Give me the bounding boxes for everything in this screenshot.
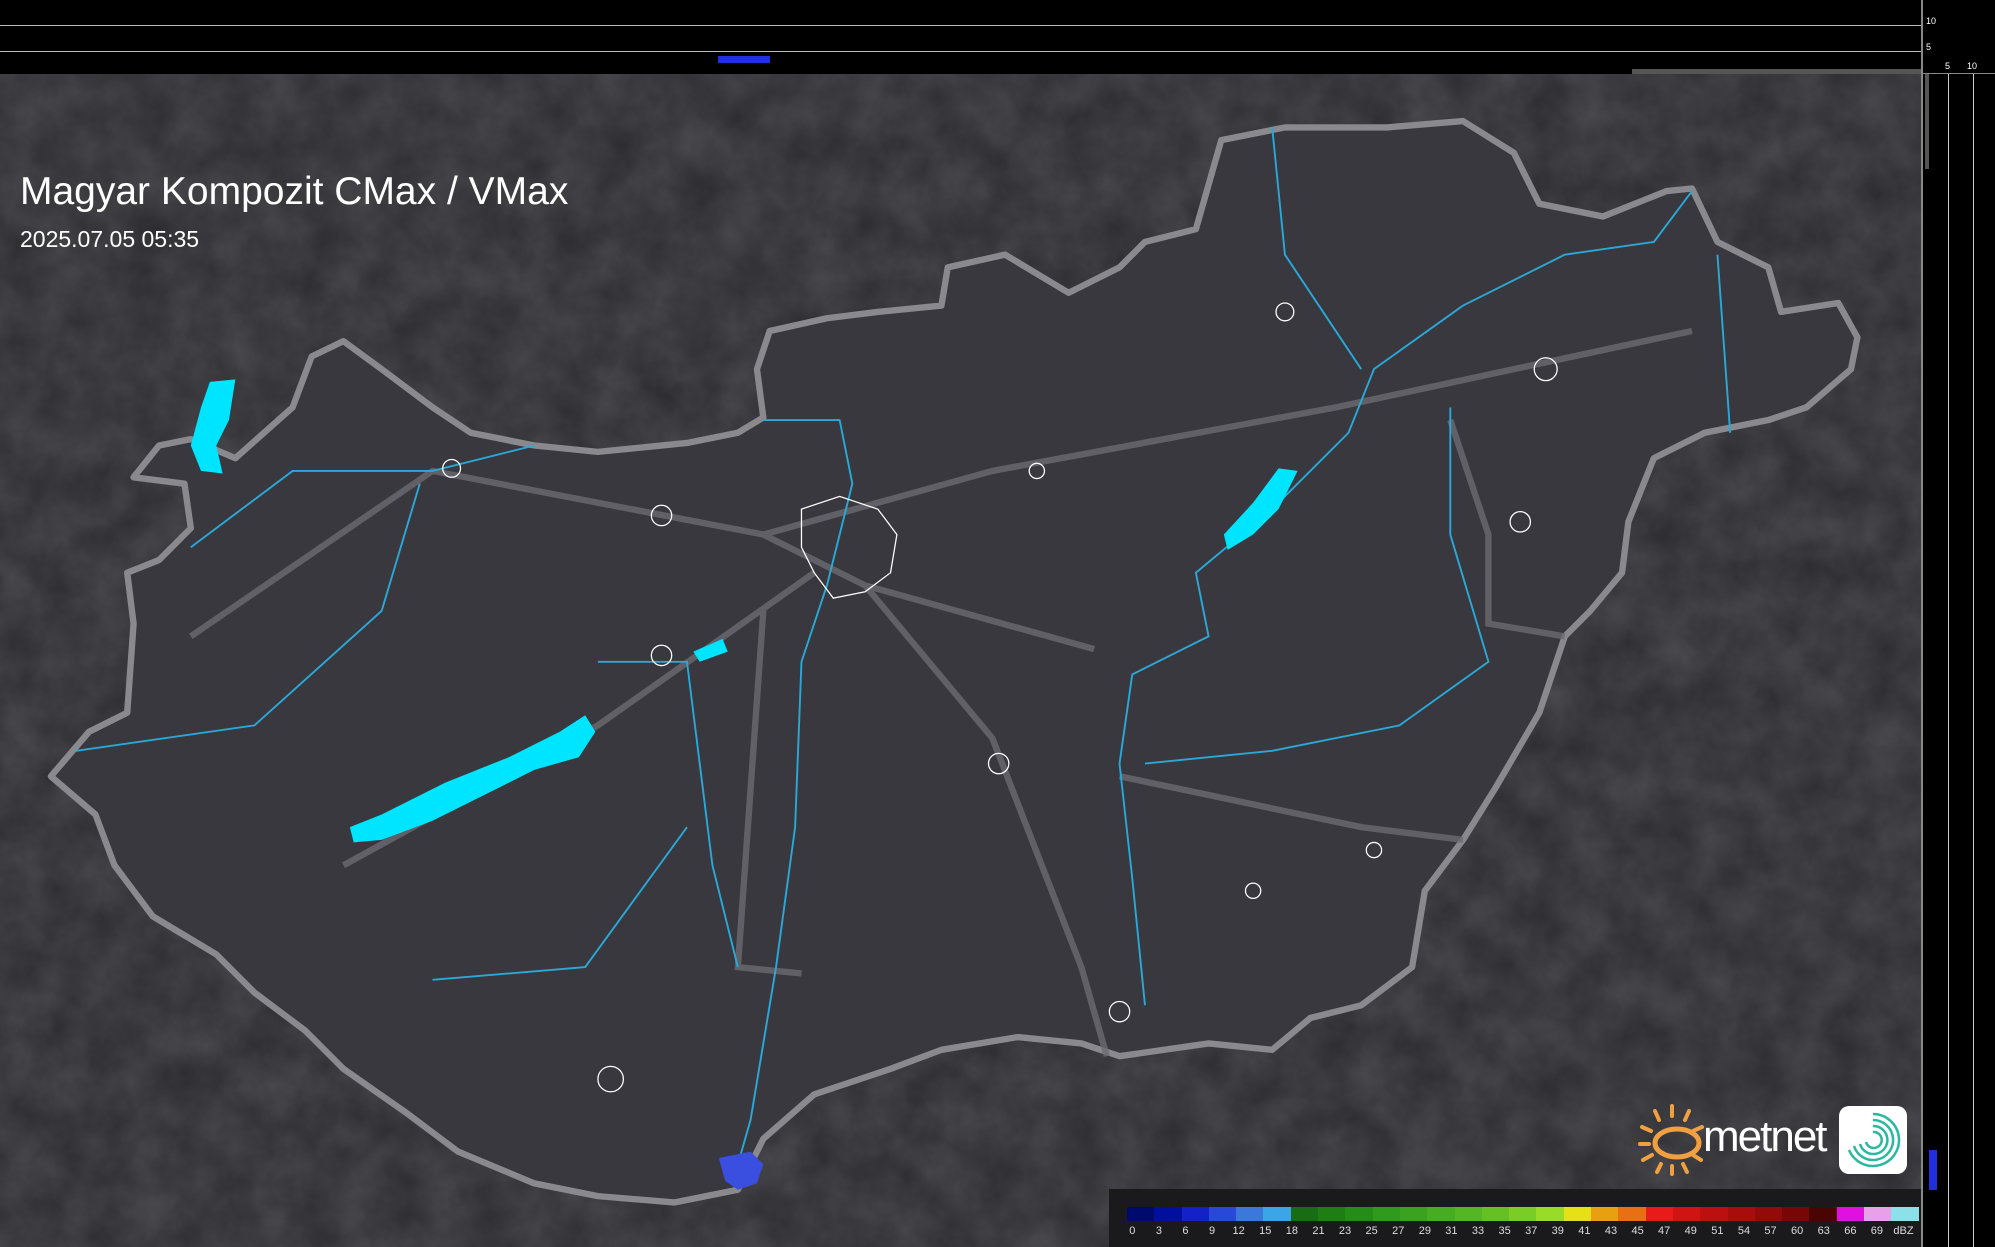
radar-map[interactable]: Magyar Kompozit CMax / VMax 2025.07.05 0…: [0, 74, 1921, 1247]
color-swatch: [1809, 1207, 1837, 1221]
color-swatch: [1399, 1207, 1428, 1221]
lake-ferto: [190, 379, 236, 474]
scale-label: 29: [1418, 1225, 1431, 1237]
lake-balaton: [349, 715, 596, 843]
budapest-outline: [800, 495, 898, 599]
axis-line: [1923, 73, 1995, 74]
gridline-5: [0, 51, 1921, 52]
scale-label: 15: [1259, 1225, 1272, 1237]
scale-label: 33: [1471, 1225, 1485, 1237]
map-canvas: [0, 74, 1921, 1247]
color-swatch: [1318, 1207, 1346, 1221]
color-swatch: [1836, 1207, 1865, 1221]
scale-label: 23: [1338, 1225, 1352, 1237]
dbz-legend: 0 3 6 9 12 15 18 21 23 25 27 29 31 33 35 37 39 41 43 45 47 49…: [1109, 1189, 1921, 1247]
scale-label: 47: [1658, 1225, 1671, 1237]
color-swatch: [1536, 1207, 1564, 1221]
gridline-5: [1948, 74, 1949, 1247]
scale-label: 9: [1209, 1225, 1216, 1237]
color-scale: [1127, 1207, 1919, 1221]
scale-label: 18: [1285, 1225, 1298, 1237]
tick-label: 5: [1926, 42, 1932, 52]
color-swatch: [1345, 1207, 1373, 1221]
radar-echo: [718, 1151, 764, 1190]
color-swatch: [1208, 1207, 1237, 1221]
scale-label: 6: [1182, 1225, 1189, 1237]
scale-label: 60: [1791, 1225, 1804, 1237]
gridline-10: [1973, 74, 1974, 1247]
color-swatch: [1290, 1207, 1319, 1221]
color-swatch: [1618, 1207, 1646, 1221]
scale-label: 41: [1578, 1225, 1591, 1237]
color-swatch: [1263, 1207, 1291, 1221]
top-profile-panel: [0, 0, 1921, 74]
color-swatch: [1864, 1207, 1892, 1221]
scale-label: 12: [1232, 1225, 1245, 1237]
scale-label: 39: [1551, 1225, 1564, 1237]
lake-tisza: [1223, 468, 1298, 550]
tick-label: 10: [1967, 61, 1978, 71]
color-swatch: [1372, 1207, 1400, 1221]
scale-label: 69: [1870, 1225, 1884, 1237]
scale-label: 31: [1445, 1225, 1458, 1237]
tick-label: 10: [1926, 16, 1937, 26]
scale-label: 43: [1604, 1225, 1618, 1237]
metnet-logo: metnet: [1637, 1102, 1909, 1177]
color-swatch: [1645, 1207, 1673, 1221]
scale-label: 57: [1764, 1225, 1777, 1237]
rivers: [76, 127, 1732, 1165]
tick-label: 5: [1945, 61, 1951, 71]
color-swatch: [1454, 1207, 1482, 1221]
color-swatch: [1236, 1207, 1264, 1221]
color-swatch: [1782, 1207, 1810, 1221]
color-swatch: [1427, 1207, 1455, 1221]
app-icon: [1839, 1106, 1907, 1174]
scale-labels: 0 3 6 9 12 15 18 21 23 25 27 29 31 33 35 37 39 41 43 45 47 49…: [1119, 1225, 1917, 1237]
color-swatch: [1181, 1207, 1209, 1221]
color-swatch: [1754, 1207, 1783, 1221]
scale-label: 3: [1155, 1225, 1162, 1237]
color-swatch: [1891, 1207, 1919, 1221]
lake-velence: [693, 638, 728, 662]
color-swatch: [1591, 1207, 1619, 1221]
color-swatch: [1481, 1207, 1510, 1221]
scale-label: 37: [1525, 1225, 1538, 1237]
gridline-10: [0, 25, 1921, 26]
map-title: Magyar Kompozit CMax / VMax: [20, 170, 569, 213]
unit-label: dBZ: [1893, 1225, 1914, 1237]
scale-label: 25: [1365, 1225, 1378, 1237]
scale-label: 27: [1392, 1225, 1405, 1237]
scale-label: 49: [1684, 1225, 1697, 1237]
profile-echo: [1929, 1150, 1937, 1190]
side-profile-panel: 10 5 5 10: [1921, 0, 1995, 1247]
color-swatch: [1509, 1207, 1537, 1221]
logo-text: metnet: [1703, 1112, 1828, 1161]
city-outlines: [442, 302, 1558, 1093]
color-swatch: [1700, 1207, 1728, 1221]
profile-terrain: [1925, 74, 1929, 169]
profile-terrain: [1632, 69, 1921, 74]
scale-label: 66: [1844, 1225, 1857, 1237]
map-timestamp: 2025.07.05 05:35: [20, 226, 200, 252]
scale-label: 0: [1129, 1225, 1136, 1237]
scale-label: 51: [1711, 1225, 1724, 1237]
lakes: [190, 379, 1298, 843]
color-swatch: [1563, 1207, 1592, 1221]
sun-icon: [1638, 1104, 1704, 1176]
scale-label: 21: [1312, 1225, 1325, 1237]
color-swatch: [1727, 1207, 1755, 1221]
scale-label: 45: [1631, 1225, 1644, 1237]
profile-echo: [718, 56, 770, 63]
color-swatch: [1127, 1207, 1155, 1221]
color-swatch: [1672, 1207, 1701, 1221]
scale-label: 54: [1737, 1225, 1751, 1237]
color-swatch: [1154, 1207, 1182, 1221]
scale-label: 63: [1817, 1225, 1830, 1237]
scale-label: 35: [1498, 1225, 1511, 1237]
